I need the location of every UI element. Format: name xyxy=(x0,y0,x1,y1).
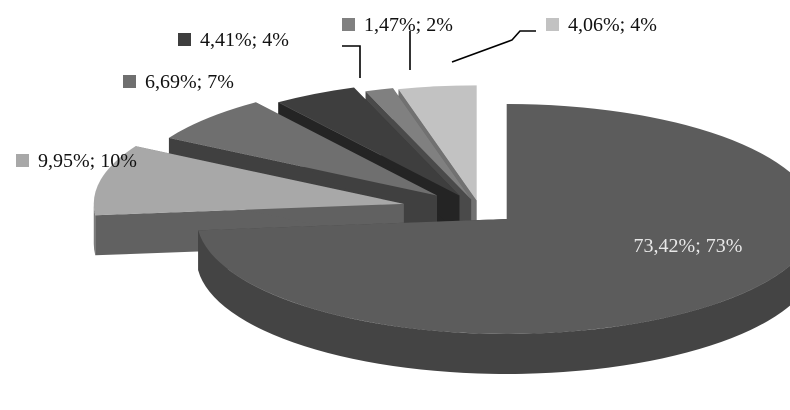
data-label-text: 73,42%; 73% xyxy=(634,235,743,257)
data-label-text: 4,06%; 4% xyxy=(568,14,657,36)
data-label: 6,69%; 7% xyxy=(123,71,234,93)
legend-key xyxy=(123,75,136,88)
data-label: 9,95%; 10% xyxy=(16,150,137,172)
legend-key xyxy=(546,18,559,31)
legend-key xyxy=(178,33,191,46)
data-label: 4,06%; 4% xyxy=(546,14,657,36)
data-label-text: 9,95%; 10% xyxy=(38,150,137,172)
data-label: 4,41%; 4% xyxy=(178,29,289,51)
legend-key xyxy=(16,154,29,167)
data-label: 1,47%; 2% xyxy=(342,14,453,36)
pie-slice xyxy=(198,103,790,374)
data-label: 73,42%; 73% xyxy=(634,235,743,257)
data-labels: 73,42%; 73% 9,95%; 10% 6,69%; 7% 4,41%; 4% 1… xyxy=(16,14,742,257)
pie-slices xyxy=(93,85,790,374)
legend-key xyxy=(342,18,355,31)
data-label-text: 6,69%; 7% xyxy=(145,71,234,93)
leader-line xyxy=(342,45,361,78)
data-label-text: 4,41%; 4% xyxy=(200,29,289,51)
data-label-text: 1,47%; 2% xyxy=(364,14,453,36)
leader-line xyxy=(451,30,536,63)
